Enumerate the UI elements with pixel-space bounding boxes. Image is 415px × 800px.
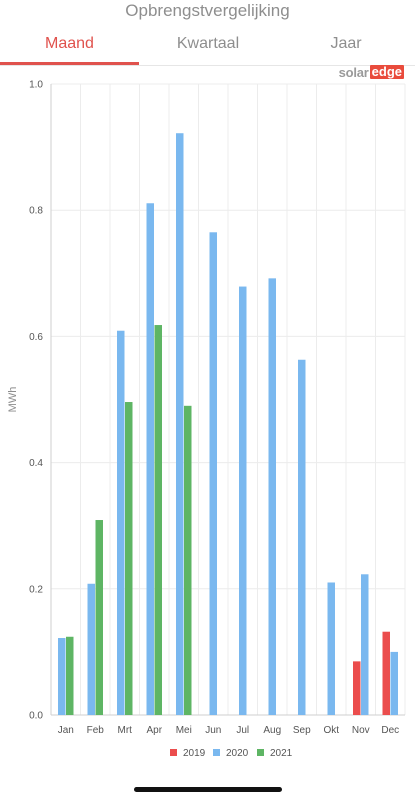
bar-2020-aug: [268, 278, 276, 715]
x-tick-label: Nov: [352, 725, 370, 736]
period-tabs: Maand Kwartaal Jaar: [0, 30, 415, 66]
bar-2020-dec: [390, 651, 398, 715]
x-tick-label: Mei: [176, 725, 192, 736]
y-tick-label: 0.0: [29, 711, 43, 722]
legend-label-2019: 2019: [183, 748, 206, 759]
x-tick-label: Jul: [236, 725, 249, 736]
x-tick-label: Apr: [146, 725, 162, 736]
x-tick-label: Feb: [87, 725, 105, 736]
bar-2021-mrt: [125, 402, 133, 715]
logo-solar-text: solar: [338, 64, 369, 80]
legend-label-2021: 2021: [270, 748, 293, 759]
legend-swatch-2021: [257, 749, 264, 756]
x-tick-label: Jan: [58, 725, 74, 736]
bar-2020-mei: [176, 133, 184, 715]
logo-edge-text: edge: [369, 64, 404, 79]
x-tick-label: Mrt: [118, 725, 133, 736]
y-tick-label: 0.2: [29, 584, 43, 595]
page-title: Opbrengstvergelijking: [125, 1, 290, 20]
bar-2020-okt: [327, 582, 335, 715]
legend-swatch-2019: [170, 749, 177, 756]
bar-2021-mei: [184, 405, 192, 715]
bar-2020-nov: [361, 574, 369, 715]
bar-2020-jun: [209, 232, 217, 715]
x-tick-label: Jun: [205, 725, 221, 736]
active-tab-indicator: [0, 62, 139, 65]
bar-2019-nov: [353, 661, 361, 715]
tab-divider: [0, 65, 415, 66]
bar-2020-sep: [298, 359, 306, 715]
home-indicator: [134, 787, 282, 792]
y-tick-label: 0.4: [29, 458, 43, 469]
x-tick-label: Dec: [381, 725, 399, 736]
x-tick-label: Sep: [293, 725, 311, 736]
legend-swatch-2020: [213, 749, 220, 756]
monthly-yield-chart: 0.0 0.2 0.4 0.6 0.8 1.0 MWh Jan Feb Mrt Apr Mei Jun J…: [7, 80, 406, 759]
y-axis-title: MWh: [7, 387, 19, 413]
y-tick-label: 0.6: [29, 332, 43, 343]
bar-2020-feb: [87, 583, 95, 715]
tab-kwartaal[interactable]: Kwartaal: [176, 35, 240, 52]
bar-2021-feb: [95, 520, 103, 715]
tab-jaar[interactable]: Jaar: [330, 35, 362, 52]
x-tick-label: Aug: [263, 725, 281, 736]
y-tick-label: 1.0: [29, 80, 43, 91]
bar-2021-jan: [66, 636, 74, 715]
bar-2020-jan: [58, 638, 66, 715]
bar-2020-jul: [239, 286, 247, 715]
y-tick-label: 0.8: [29, 206, 43, 217]
bar-2019-dec: [382, 631, 390, 715]
x-tick-label: Okt: [323, 725, 339, 736]
solaredge-logo: solar edge: [339, 64, 404, 80]
legend-label-2020: 2020: [226, 748, 249, 759]
bar-2020-apr: [146, 203, 154, 715]
bar-2021-apr: [154, 325, 162, 715]
tab-maand[interactable]: Maand: [45, 35, 94, 52]
bar-2020-mrt: [117, 330, 125, 715]
